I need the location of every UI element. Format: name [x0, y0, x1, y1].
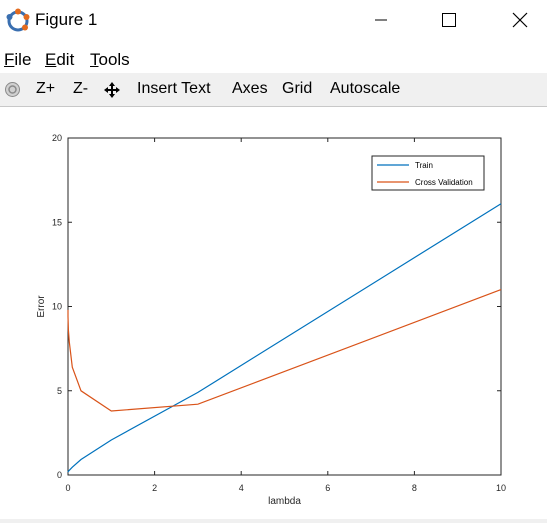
maximize-button[interactable]: [426, 6, 472, 34]
cross-validation-series-line: [67, 289, 502, 412]
zoom-in-button[interactable]: Z+: [36, 80, 56, 97]
menu-file[interactable]: File: [4, 50, 31, 70]
x-axis-label: lambda: [268, 496, 301, 507]
axes-button[interactable]: Axes: [232, 80, 268, 97]
menu-edit-label: dit: [56, 50, 75, 69]
window-title: Figure 1: [35, 10, 98, 29]
minimize-button[interactable]: [358, 6, 404, 34]
close-button[interactable]: [497, 6, 543, 34]
menu-file-label: ile: [14, 50, 32, 69]
axes-box: [67, 137, 502, 476]
autoscale-button[interactable]: Autoscale: [330, 80, 401, 97]
octave-app-icon: [6, 8, 30, 32]
y-tick-label: 20: [52, 133, 62, 143]
y-tick-label: 15: [52, 217, 62, 227]
legend-box: [371, 155, 485, 191]
plot-area: 0 2 4 6 8 10 0 5 10 15 20 lambda Error Train Cross…: [36, 133, 506, 507]
maximize-icon: [442, 13, 456, 27]
minimize-icon: [375, 19, 387, 21]
menu-file-mnemonic: F: [4, 50, 15, 69]
rotate-icon[interactable]: [4, 81, 21, 98]
x-tick-label: 0: [65, 483, 70, 493]
bottom-border: [0, 519, 547, 523]
close-icon: [512, 12, 528, 28]
y-axis-label: Error: [36, 295, 47, 318]
x-tick-label: 8: [412, 483, 417, 493]
menu-tools[interactable]: Tools: [90, 50, 130, 70]
x-tick-label: 2: [152, 483, 157, 493]
y-tick-label: 10: [52, 302, 62, 312]
legend: Train Cross Validation: [371, 155, 485, 191]
x-tick-label: 4: [239, 483, 244, 493]
menu-bar: File Edit Tools: [0, 47, 547, 71]
axis-ticks: 0 2 4 6 8 10 0 5 10 15 20: [52, 133, 506, 493]
y-tick-label: 5: [57, 386, 62, 396]
y-tick-label: 0: [57, 470, 62, 480]
train-series-line: [67, 203, 502, 473]
figure-toolbar: Z+ Z- Insert Text Axes Grid Autoscale: [0, 73, 547, 107]
insert-text-button[interactable]: Insert Text: [137, 80, 211, 97]
series-lines: [67, 203, 502, 473]
zoom-out-button[interactable]: Z-: [73, 80, 89, 97]
legend-label-train: Train: [415, 161, 433, 170]
title-bar: Figure 1: [0, 0, 547, 40]
menu-tools-label: ools: [98, 50, 130, 69]
pan-icon[interactable]: [103, 81, 121, 99]
legend-label-cross-validation: Cross Validation: [415, 178, 473, 187]
menu-edit[interactable]: Edit: [45, 50, 74, 70]
x-tick-label: 6: [325, 483, 330, 493]
menu-edit-mnemonic: E: [45, 50, 57, 69]
figure-canvas: 0 2 4 6 8 10 0 5 10 15 20 lambda Error Train Cross…: [0, 107, 547, 520]
menu-tools-mnemonic: T: [90, 50, 99, 69]
x-tick-label: 10: [496, 483, 506, 493]
grid-button[interactable]: Grid: [282, 80, 313, 97]
